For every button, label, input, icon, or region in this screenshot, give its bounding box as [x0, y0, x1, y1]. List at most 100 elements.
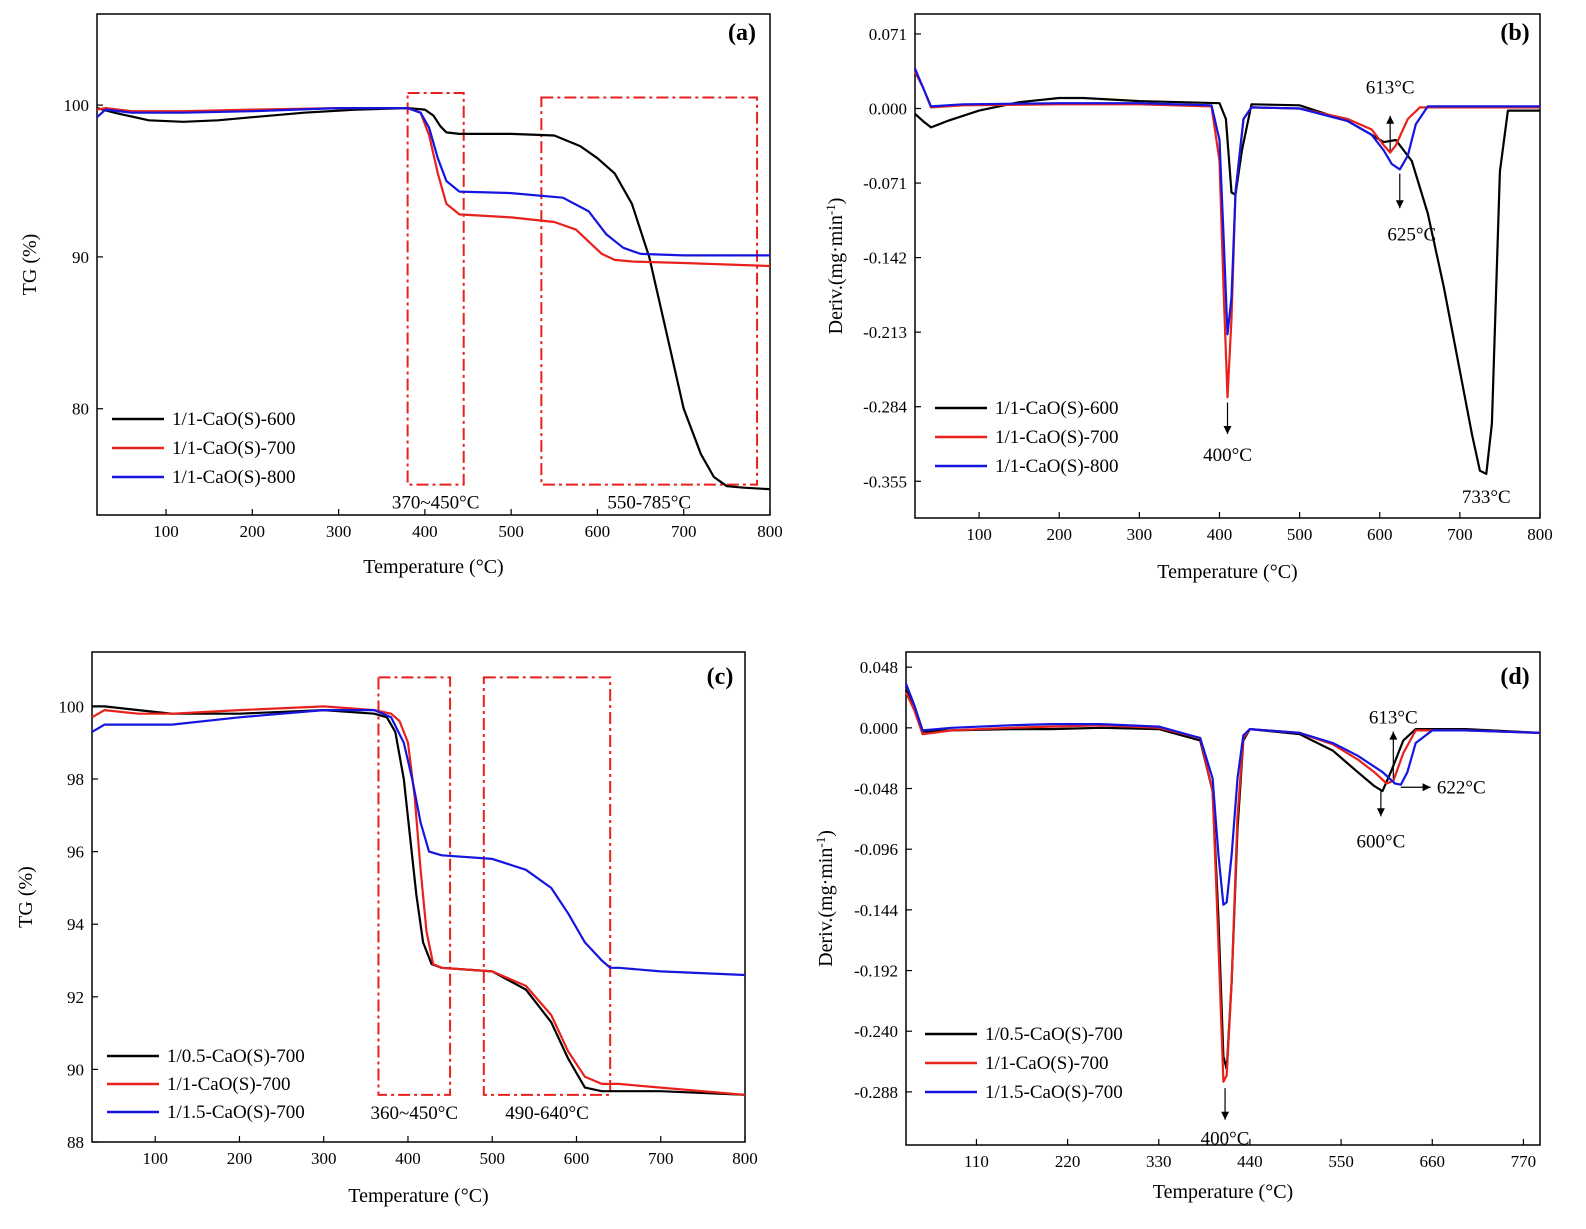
series-line-1	[92, 705, 746, 1096]
temperature-range-box	[406, 91, 465, 486]
x-tick-label: 500	[1287, 525, 1313, 544]
x-tick-label: 400	[395, 1149, 421, 1168]
x-tick-label: 800	[757, 522, 783, 541]
x-tick-label: 500	[498, 522, 524, 541]
x-tick-label: 100	[966, 525, 992, 544]
x-tick-label: 600	[1367, 525, 1393, 544]
x-axis-title: Temperature (°C)	[1157, 561, 1297, 583]
y-tick-label: -0.288	[854, 1083, 898, 1102]
y-tick-label: 0.000	[860, 719, 898, 738]
x-tick-label: 700	[648, 1149, 674, 1168]
x-tick-label: 100	[153, 522, 179, 541]
y-tick-label: 98	[67, 770, 84, 789]
x-tick-label: 770	[1511, 1152, 1537, 1171]
y-tick-label: -0.096	[854, 840, 898, 859]
panel-c: 100 200 300 400 500 600 700 800 88 90 92 94 96 98 100 T…	[15, 651, 758, 1207]
y-axis-title: TG (%)	[15, 866, 37, 928]
series-line-2	[91, 705, 746, 1096]
x-tick-label: 660	[1420, 1152, 1446, 1171]
legend-label: 1/1-CaO(S)-700	[995, 427, 1118, 448]
x-tick-label: 220	[1055, 1152, 1081, 1171]
panel-label: (a)	[728, 20, 756, 46]
annotation-arrowhead	[1386, 115, 1395, 124]
x-tick-label: 300	[311, 1149, 337, 1168]
y-tick-label: -0.071	[863, 174, 907, 193]
y-tick-label: -0.048	[854, 780, 898, 799]
annotation-arrowhead	[1223, 426, 1232, 434]
panel-b: 100 200 300 400 500 600 700 800 0.071 0.000 -0.071…	[823, 13, 1553, 583]
x-tick-label: 550	[1328, 1152, 1354, 1171]
y-tick-label: -0.240	[854, 1022, 898, 1041]
y-tick-label: 90	[67, 1060, 84, 1079]
y-tick-label: -0.213	[863, 323, 907, 342]
legend-label: 1/0.5-CaO(S)-700	[985, 1024, 1123, 1045]
y-tick-label: -0.284	[863, 398, 907, 417]
legend-label: 1/1-CaO(S)-600	[172, 409, 295, 430]
y-tick-label: 90	[72, 248, 89, 267]
legend-label: 1/0.5-CaO(S)-700	[167, 1046, 305, 1067]
panel-label: (c)	[707, 664, 734, 690]
series-line-2	[96, 107, 771, 268]
plot-frame	[96, 13, 771, 516]
annotation-label: 622°C	[1437, 777, 1486, 798]
legend-label: 1/1-CaO(S)-800	[995, 456, 1118, 477]
panel-d: 110 220 330 440 550 660 770 0.048 0.000 -0.048 -0.…	[813, 651, 1541, 1203]
y-tick-label: 100	[59, 697, 85, 716]
series-line-3	[91, 709, 746, 977]
x-tick-label: 400	[412, 522, 438, 541]
legend-label: 1/1-CaO(S)-600	[995, 398, 1118, 419]
series-line-2	[914, 71, 1540, 399]
x-tick-label: 200	[1046, 525, 1072, 544]
y-tick-label: 100	[64, 96, 90, 115]
y-tick-label: -0.144	[854, 901, 898, 920]
annotation-label: 400°C	[1203, 445, 1252, 466]
temperature-range-box	[482, 676, 612, 1096]
series-line-1	[914, 96, 1540, 475]
series-line-1	[96, 107, 771, 491]
x-tick-label: 110	[964, 1152, 989, 1171]
x-tick-label: 330	[1146, 1152, 1172, 1171]
range-label: 370~450°C	[392, 493, 480, 514]
range-label: 550-785°C	[607, 493, 691, 514]
x-tick-label: 300	[326, 522, 352, 541]
x-tick-label: 400	[1207, 525, 1233, 544]
series-line-3	[913, 68, 1540, 336]
x-axis-title: Temperature (°C)	[363, 556, 503, 578]
temperature-range-box	[377, 676, 452, 1096]
legend-label: 1/1.5-CaO(S)-700	[985, 1082, 1123, 1103]
annotation-label: 613°C	[1366, 78, 1415, 99]
legend-label: 1/1-CaO(S)-700	[172, 438, 295, 459]
plot-frame	[905, 651, 1541, 1146]
annotation-arrowhead	[1422, 783, 1431, 792]
y-tick-label: 94	[67, 915, 85, 934]
x-tick-label: 100	[142, 1149, 168, 1168]
y-tick-label: 92	[67, 988, 84, 1007]
y-axis-title: TG (%)	[19, 234, 41, 296]
legend-label: 1/1.5-CaO(S)-700	[167, 1102, 305, 1123]
annotation-label: 733°C	[1462, 487, 1511, 508]
panel-label: (d)	[1500, 664, 1529, 690]
series-line-3	[904, 683, 1541, 906]
y-tick-label: -0.192	[854, 962, 898, 981]
panel-a: 100 200 300 400 500 600 700 800 80 90 100 Temperatu…	[19, 13, 783, 578]
annotation-arrowhead	[1389, 731, 1398, 740]
y-tick-label: 0.071	[869, 25, 907, 44]
annotation-arrowhead	[1376, 808, 1385, 817]
annotation-arrowhead	[1221, 1111, 1230, 1120]
x-axis-title: Temperature (°C)	[1153, 1181, 1293, 1203]
x-tick-label: 700	[1447, 525, 1473, 544]
range-label: 490-640°C	[505, 1103, 589, 1124]
y-tick-label: 80	[72, 400, 89, 419]
y-tick-label: 96	[67, 843, 84, 862]
x-tick-label: 500	[479, 1149, 505, 1168]
temperature-range-box	[540, 96, 759, 486]
x-tick-label: 600	[585, 522, 611, 541]
plot-frame	[914, 13, 1541, 519]
y-tick-label: 0.000	[869, 100, 907, 119]
x-tick-label: 800	[732, 1149, 758, 1168]
x-tick-label: 200	[227, 1149, 253, 1168]
y-tick-label: -0.355	[863, 472, 907, 491]
y-tick-label: -0.142	[863, 249, 907, 268]
x-tick-label: 800	[1527, 525, 1553, 544]
